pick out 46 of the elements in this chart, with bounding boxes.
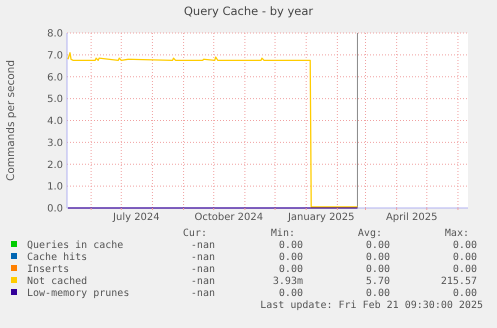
text: 0.00	[278, 252, 303, 263]
text: Max:	[444, 228, 469, 239]
x-tick-label: April 2025	[386, 212, 438, 223]
text: 0.00	[366, 240, 390, 251]
x-tick-label: October 2024	[194, 212, 264, 223]
y-tick-label: 5.0	[47, 94, 63, 106]
text: -nan	[190, 264, 215, 275]
text: 0.00	[452, 240, 477, 251]
text: -nan	[190, 276, 215, 287]
text: 3.93m	[272, 276, 303, 287]
y-tick-label: 1.0	[47, 182, 63, 193]
chart-title: Query Cache - by year	[184, 4, 314, 18]
text: Min:	[270, 228, 295, 239]
text: 0.00	[366, 288, 390, 299]
text: 0.00	[452, 252, 477, 263]
x-tick-label: July 2024	[112, 212, 160, 223]
text: 0.00	[278, 288, 303, 299]
text: 0.00	[278, 264, 303, 275]
y-tick-label: 4.0	[47, 116, 63, 127]
y-tick-label: 6.0	[47, 72, 63, 84]
text: Avg:	[358, 228, 382, 239]
text: Last update: Fri Feb 21 09:30:00 2025	[260, 300, 483, 311]
text: 0.00	[366, 252, 390, 263]
text: 215.57	[440, 276, 477, 287]
legend-label: Queries in cache	[27, 240, 124, 251]
legend-label: Inserts	[27, 264, 70, 275]
line-series	[67, 52, 358, 208]
y-tick-label: 0.0	[47, 204, 63, 214]
text: -nan	[190, 240, 215, 251]
text: 0.00	[452, 264, 477, 275]
y-axis-title: Commands per second	[5, 60, 17, 182]
text: 0.00	[366, 264, 390, 275]
legend-label: Low-memory prunes	[27, 288, 130, 299]
y-tick-label: 8.0	[47, 28, 63, 40]
text: -nan	[190, 288, 215, 299]
text: 5.70	[366, 276, 390, 287]
legend-label: Cache hits	[27, 252, 88, 263]
y-tick-label: 3.0	[47, 138, 63, 149]
text: -nan	[190, 252, 215, 263]
text: Cur:	[182, 228, 207, 239]
x-tick-label: January 2025	[286, 212, 355, 223]
text: 0.00	[278, 240, 303, 251]
y-tick-label: 2.0	[47, 160, 63, 171]
text: 0.00	[452, 288, 477, 299]
legend-label: Not cached	[27, 276, 88, 287]
y-tick-label: 7.0	[47, 50, 63, 62]
